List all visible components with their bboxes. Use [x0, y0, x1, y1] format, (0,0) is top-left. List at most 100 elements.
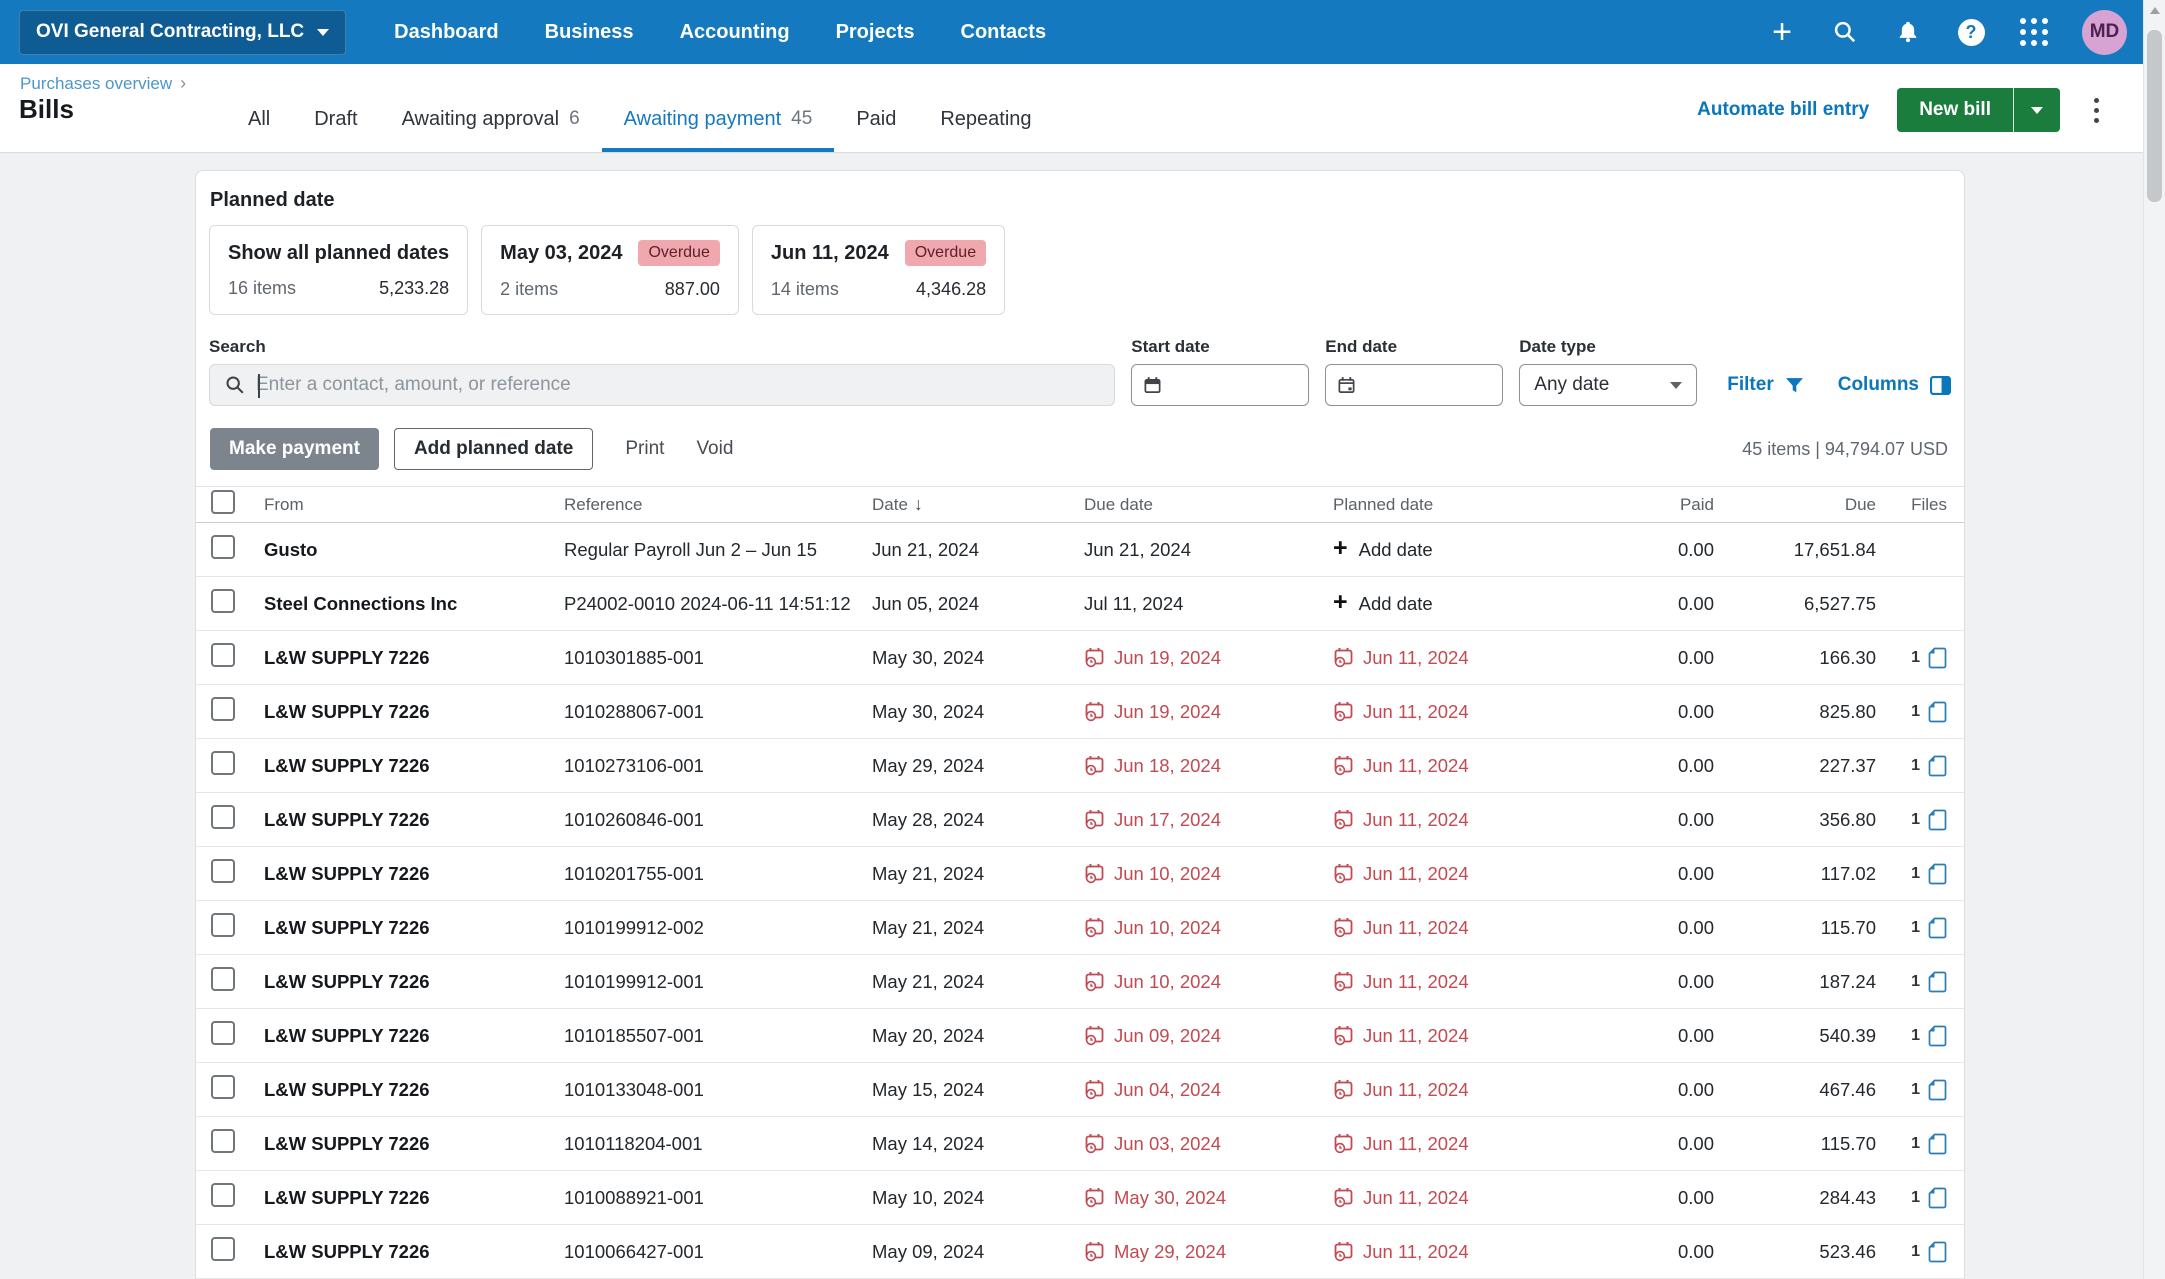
col-due[interactable]: Due [1844, 494, 1876, 514]
tab[interactable]: Repeating [918, 90, 1053, 152]
row-checkbox[interactable] [211, 1021, 235, 1045]
breadcrumb-link[interactable]: Purchases overview [20, 73, 173, 93]
tab[interactable]: Paid [834, 90, 918, 152]
planned-date-chip[interactable]: Jun 11, 2024 [1333, 1025, 1469, 1047]
row-checkbox[interactable] [211, 535, 235, 559]
row-checkbox[interactable] [211, 805, 235, 829]
planned-date-chip[interactable]: Jun 11, 2024 [1333, 1133, 1469, 1155]
table-row[interactable]: L&W SUPPLY 7226 1010066427-001 May 09, 2… [196, 1225, 1964, 1279]
start-date-input[interactable] [1131, 364, 1310, 406]
row-checkbox[interactable] [211, 751, 235, 775]
add-date-button[interactable]: Add date [1333, 592, 1433, 615]
planned-date-chip[interactable]: Jun 11, 2024 [1333, 971, 1469, 993]
row-checkbox[interactable] [211, 967, 235, 991]
nav-item[interactable]: Dashboard [394, 20, 499, 43]
row-checkbox[interactable] [211, 697, 235, 721]
planned-date-chip[interactable]: Jun 11, 2024 [1333, 701, 1469, 723]
avatar[interactable]: MD [2082, 9, 2127, 55]
search-input[interactable] [246, 374, 1115, 396]
nav-item[interactable]: Projects [835, 20, 915, 43]
planned-date-chip[interactable]: Jun 11, 2024 [1333, 1079, 1469, 1101]
planned-date-chip[interactable]: Jun 11, 2024 [1333, 917, 1469, 939]
date-type-select[interactable]: Any date [1519, 364, 1698, 406]
table-row[interactable]: L&W SUPPLY 7226 1010199912-002 May 21, 2… [196, 901, 1964, 955]
table-row[interactable]: L&W SUPPLY 7226 1010201755-001 May 21, 2… [196, 847, 1964, 901]
table-row[interactable]: L&W SUPPLY 7226 1010301885-001 May 30, 2… [196, 631, 1964, 685]
file-icon[interactable] [1928, 1133, 1947, 1155]
print-button[interactable]: Print [625, 438, 665, 459]
file-icon[interactable] [1928, 647, 1947, 669]
col-planned-date[interactable]: Planned date [1333, 494, 1434, 514]
search-icon[interactable] [1830, 17, 1860, 47]
apps-icon[interactable] [2019, 17, 2049, 47]
table-row[interactable]: L&W SUPPLY 7226 1010199912-001 May 21, 2… [196, 955, 1964, 1009]
table-row[interactable]: L&W SUPPLY 7226 1010288067-001 May 30, 2… [196, 685, 1964, 739]
col-due-date[interactable]: Due date [1084, 494, 1153, 514]
nav-item[interactable]: Business [544, 20, 634, 43]
new-bill-button[interactable]: New bill [1897, 88, 2013, 132]
tab[interactable]: All [226, 90, 292, 152]
columns-button[interactable]: Columns [1838, 374, 1951, 396]
nav-item[interactable]: Contacts [960, 20, 1047, 43]
table-row[interactable]: L&W SUPPLY 7226 1010273106-001 May 29, 2… [196, 739, 1964, 793]
help-icon[interactable] [1956, 17, 1986, 47]
row-checkbox[interactable] [211, 589, 235, 613]
file-icon[interactable] [1928, 1241, 1947, 1263]
table-row[interactable]: L&W SUPPLY 7226 1010133048-001 May 15, 2… [196, 1063, 1964, 1117]
file-icon[interactable] [1928, 917, 1947, 939]
planned-date-chip[interactable]: Jun 11, 2024 [1333, 647, 1469, 669]
planned-date-chip[interactable]: Jun 11, 2024 [1333, 1241, 1469, 1263]
col-date[interactable]: Date [872, 494, 1084, 515]
table-row[interactable]: Gusto Regular Payroll Jun 2 – Jun 15 Jun… [196, 523, 1964, 577]
col-reference[interactable]: Reference [564, 494, 643, 514]
automate-bill-entry-link[interactable]: Automate bill entry [1697, 99, 1870, 120]
tab[interactable]: Draft [292, 90, 379, 152]
row-checkbox[interactable] [211, 1237, 235, 1261]
tab[interactable]: Awaiting approval 6 [380, 90, 602, 152]
scroll-up-icon[interactable] [2144, 0, 2165, 20]
row-checkbox[interactable] [211, 1075, 235, 1099]
file-icon[interactable] [1928, 809, 1947, 831]
make-payment-button[interactable]: Make payment [210, 428, 379, 470]
select-all-checkbox[interactable] [211, 490, 235, 514]
filter-button[interactable]: Filter [1727, 374, 1803, 396]
file-icon[interactable] [1928, 1079, 1947, 1101]
void-button[interactable]: Void [696, 438, 734, 459]
table-row[interactable]: L&W SUPPLY 7226 1010260846-001 May 28, 2… [196, 793, 1964, 847]
tab[interactable]: Awaiting payment 45 [601, 90, 835, 152]
table-row[interactable]: L&W SUPPLY 7226 1010088921-001 May 10, 2… [196, 1171, 1964, 1225]
file-icon[interactable] [1928, 971, 1947, 993]
planned-date-chip[interactable]: Jun 11, 2024 [1333, 809, 1469, 831]
new-bill-dropdown[interactable] [2013, 88, 2060, 132]
row-checkbox[interactable] [211, 643, 235, 667]
col-paid[interactable]: Paid [1679, 494, 1714, 514]
file-icon[interactable] [1928, 1025, 1947, 1047]
more-options-icon[interactable] [2088, 92, 2105, 129]
nav-item[interactable]: Accounting [679, 20, 790, 43]
col-from[interactable]: From [264, 494, 304, 514]
file-icon[interactable] [1928, 1187, 1947, 1209]
add-date-button[interactable]: Add date [1333, 538, 1433, 561]
file-icon[interactable] [1928, 701, 1947, 723]
col-files[interactable]: Files [1911, 494, 1947, 514]
planned-date-chip[interactable]: Jun 11, 2024 [1333, 863, 1469, 885]
planned-date-chip[interactable]: Jun 11, 2024 [1333, 755, 1469, 777]
scrollbar-thumb[interactable] [2147, 30, 2162, 202]
table-row[interactable]: L&W SUPPLY 7226 1010118204-001 May 14, 2… [196, 1117, 1964, 1171]
add-planned-date-button[interactable]: Add planned date [393, 428, 594, 470]
planned-date-tile[interactable]: May 03, 2024 Overdue 2 items 887.00 [481, 225, 739, 315]
planned-date-tile[interactable]: Show all planned dates 16 items 5,233.28 [209, 225, 469, 315]
file-icon[interactable] [1928, 863, 1947, 885]
planned-date-chip[interactable]: Jun 11, 2024 [1333, 1187, 1469, 1209]
end-date-input[interactable] [1325, 364, 1504, 406]
row-checkbox[interactable] [211, 913, 235, 937]
notifications-icon[interactable] [1893, 17, 1923, 47]
planned-date-tile[interactable]: Jun 11, 2024 Overdue 14 items 4,346.28 [751, 225, 1006, 315]
row-checkbox[interactable] [211, 1183, 235, 1207]
table-row[interactable]: L&W SUPPLY 7226 1010185507-001 May 20, 2… [196, 1009, 1964, 1063]
table-row[interactable]: Steel Connections Inc P24002-0010 2024-0… [196, 577, 1964, 631]
row-checkbox[interactable] [211, 859, 235, 883]
file-icon[interactable] [1928, 755, 1947, 777]
row-checkbox[interactable] [211, 1129, 235, 1153]
company-selector[interactable]: OVI General Contracting, LLC [19, 9, 347, 55]
